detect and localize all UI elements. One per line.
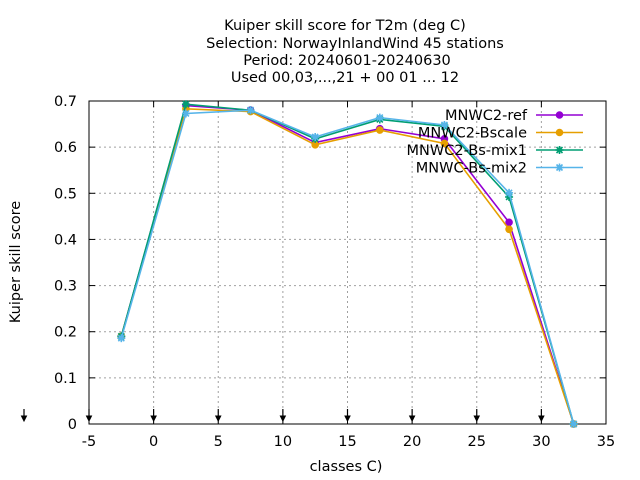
legend-entry: MNWC-Bs-mix2 xyxy=(416,161,583,177)
x-tick-label: 20 xyxy=(403,434,421,450)
legend-marker xyxy=(555,146,564,154)
data-point xyxy=(440,139,449,148)
series-line xyxy=(120,108,575,425)
data-point xyxy=(376,126,384,134)
series-line xyxy=(120,103,575,425)
axes: -5 0 5 10 15 20 25 30 35 0 0.1 0.2 0.3 0.4 0.5 0.6 0.7 xyxy=(54,94,615,450)
legend-label: MNWC2-ref xyxy=(445,108,528,124)
x-tick-label: 15 xyxy=(338,434,356,450)
data-point xyxy=(505,225,513,234)
x-tick-label: 30 xyxy=(532,434,550,450)
legend-entry: MNWC2-Bscale xyxy=(418,126,583,142)
y-tick-label: 0 xyxy=(68,417,77,433)
y-tick-label: 0.1 xyxy=(54,371,77,387)
arrow-mark xyxy=(20,409,28,423)
arrow-mark xyxy=(473,409,481,423)
legend-label: MNWC2-Bs-mix1 xyxy=(407,143,527,159)
title-line-2: Selection: NorwayInlandWind 45 stations xyxy=(206,36,504,52)
legend-label: MNWC2-Bscale xyxy=(418,126,527,142)
y-axis-label: Kuiper skill score xyxy=(8,201,24,323)
series-line xyxy=(120,104,575,425)
data-point xyxy=(569,420,578,428)
y-tick-label: 0.7 xyxy=(54,94,77,110)
title-line-4: Used 00,03,...,21 + 00 01 ... 12 xyxy=(231,70,459,86)
data-series xyxy=(117,100,578,428)
x-tick-label: 10 xyxy=(274,434,292,450)
arrow-mark xyxy=(538,409,545,423)
series-line xyxy=(120,109,575,425)
arrow-mark xyxy=(214,409,222,423)
arrow-mark xyxy=(85,409,93,423)
legend-marker xyxy=(555,128,564,137)
data-point xyxy=(375,113,384,122)
y-tick-label: 0.5 xyxy=(54,186,77,202)
data-point xyxy=(117,334,126,343)
data-point xyxy=(505,218,513,227)
legend-marker xyxy=(555,111,564,119)
x-tick-label: 0 xyxy=(149,434,158,450)
x-tick-label: 25 xyxy=(468,434,486,450)
x-tick-label: 35 xyxy=(597,434,615,450)
arrow-mark xyxy=(150,409,157,423)
grid-lines xyxy=(89,101,606,424)
data-point xyxy=(246,106,255,115)
legend-label: MNWC-Bs-mix2 xyxy=(416,161,527,177)
y-tick-label: 0.6 xyxy=(54,140,77,156)
arrow-mark xyxy=(408,409,416,423)
data-point xyxy=(181,100,190,109)
x-tick-label: -5 xyxy=(82,434,96,450)
chart-title: Kuiper skill score for T2m (deg C) Selec… xyxy=(206,18,504,86)
data-point xyxy=(505,188,514,197)
data-point xyxy=(181,109,190,118)
x-axis-label: classes C) xyxy=(310,459,383,475)
title-line-3: Period: 20240601-20240630 xyxy=(243,53,451,69)
arrow-mark xyxy=(344,409,351,423)
x-tick-label: 5 xyxy=(214,434,223,450)
y-tick-label: 0.4 xyxy=(54,232,77,248)
title-line-1: Kuiper skill score for T2m (deg C) xyxy=(224,18,466,34)
arrow-marks xyxy=(20,409,545,423)
legend-marker xyxy=(555,163,564,172)
data-point xyxy=(440,120,449,129)
series-4 xyxy=(117,106,578,428)
legend-entry: MNWC2-ref xyxy=(445,108,583,124)
arrow-mark xyxy=(279,409,287,423)
y-tick-label: 0.3 xyxy=(54,279,77,295)
legend-entry: MNWC2-Bs-mix1 xyxy=(407,143,583,159)
data-point xyxy=(311,132,320,141)
y-tick-label: 0.2 xyxy=(54,325,77,341)
